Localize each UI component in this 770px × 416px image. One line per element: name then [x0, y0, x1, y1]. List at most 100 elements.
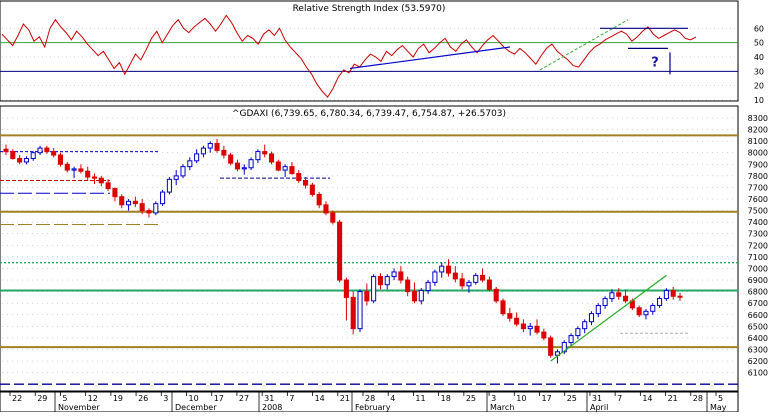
candle-body [343, 279, 349, 298]
candle-body [609, 292, 615, 300]
rsi-series-line [1, 14, 697, 98]
candle-body [425, 281, 431, 291]
x-tick-label: 5 [62, 394, 67, 403]
candle-body [296, 173, 302, 182]
x-tick-label: 3 [491, 394, 496, 403]
x-month-label: March [490, 403, 514, 412]
candle-body [588, 313, 595, 323]
candle-body [643, 310, 649, 316]
candle-body [364, 291, 370, 302]
price-candles [3, 138, 683, 364]
candle-body [173, 175, 179, 180]
candle-body [146, 210, 152, 214]
candle-body [316, 193, 322, 206]
price-tick-label: 6300 [748, 345, 768, 354]
price-tick-label: 6900 [748, 276, 768, 285]
candle-body [657, 298, 663, 307]
candle-body [30, 152, 36, 160]
candle-body [357, 291, 363, 330]
price-tick-label: 6400 [748, 334, 768, 343]
candle-body [445, 265, 452, 274]
x-tick-label: 11 [415, 394, 425, 403]
price-tick-label: 7500 [748, 207, 768, 216]
price-tick-label: 8100 [748, 137, 768, 146]
candle-body [670, 289, 676, 297]
candle-body [384, 276, 390, 286]
rsi-tick-label: 20 [754, 82, 764, 91]
candle-body [371, 276, 377, 302]
x-month-label: December [175, 403, 217, 412]
candle-body [439, 265, 445, 273]
candle-body [514, 317, 520, 325]
x-tick-label: 22 [12, 394, 22, 403]
candle-body [85, 170, 91, 178]
price-panel: ^GDAXI (6,739.65, 6,780.34, 6,739.47, 6,… [0, 105, 768, 392]
candle-body [200, 147, 206, 155]
x-month-label: February [355, 403, 391, 412]
price-tick-label: 7200 [748, 241, 768, 250]
rsi-tick-label: 30 [754, 67, 764, 76]
candle-body [480, 274, 486, 281]
price-frame [0, 105, 739, 392]
x-tick-label: 21 [668, 394, 678, 403]
candle-body [636, 307, 642, 316]
price-y-axis: 6100 6200 6300 6400 6500 6600 6700 6800 6900 7000… [748, 114, 768, 378]
candle-body [255, 151, 261, 161]
rsi-title: Relative Strength Index (53.5970) [293, 4, 446, 14]
candle-body [534, 325, 540, 333]
candle-body [554, 351, 560, 356]
price-tick-label: 6500 [748, 322, 768, 331]
x-month-label: November [58, 403, 100, 412]
x-tick-label: 17 [214, 394, 224, 403]
x-tick-label: 25 [567, 394, 577, 403]
price-tick-label: 7800 [748, 172, 768, 181]
candle-body [391, 271, 397, 278]
candle-body [132, 200, 138, 205]
rsi-question-mark: ? [651, 55, 659, 70]
price-tick-label: 7000 [748, 264, 768, 273]
candle-body [541, 331, 547, 339]
candle-body [57, 154, 64, 165]
candle-body [112, 188, 118, 198]
x-tick-label: 12 [88, 394, 98, 403]
candle-body [221, 149, 227, 156]
price-tick-label: 6100 [748, 369, 768, 378]
price-trendline [550, 274, 667, 362]
candle-body [398, 271, 404, 281]
candle-body [432, 271, 438, 283]
candle-body [405, 279, 411, 293]
candle-body [275, 161, 281, 171]
rsi-tick-label: 60 [754, 24, 764, 33]
candle-body [153, 203, 159, 214]
candle-body [64, 163, 70, 171]
candle-body [78, 168, 84, 172]
candle-body [650, 305, 656, 312]
candle-body [595, 305, 601, 315]
candle-body [119, 196, 125, 206]
candle-body [303, 180, 309, 186]
candle-body [194, 153, 200, 162]
candle-body [527, 325, 533, 330]
candle-body [568, 335, 574, 344]
price-tick-label: 6200 [748, 357, 768, 366]
candle-body [459, 278, 465, 287]
candle-body [289, 166, 295, 175]
candle-body [582, 321, 588, 330]
candle-body [520, 323, 526, 330]
candle-body [622, 295, 629, 302]
candle-body [500, 300, 506, 315]
x-tick-label: 14 [642, 394, 652, 403]
candle-body [71, 168, 77, 171]
price-tick-label: 7600 [748, 195, 768, 204]
x-tick-label: 14 [315, 394, 325, 403]
candle-body [187, 160, 193, 168]
candle-body [180, 166, 186, 177]
x-tick-label: 29 [37, 394, 47, 403]
candle-body [309, 184, 315, 195]
candle-body [10, 151, 16, 160]
candle-body [98, 177, 104, 184]
candle-body [575, 328, 581, 337]
price-title: ^GDAXI (6,739.65, 6,780.34, 6,739.47, 6,… [232, 109, 506, 119]
candle-body [105, 182, 111, 190]
candle-body [323, 204, 329, 214]
